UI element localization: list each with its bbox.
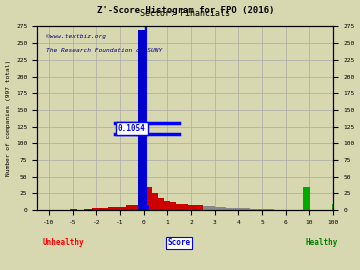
Text: Healthy: Healthy (305, 238, 338, 247)
Text: Sector: Financials: Sector: Financials (140, 9, 230, 18)
Bar (158, 198, 164, 210)
Bar (188, 205, 203, 210)
Bar (126, 205, 138, 210)
Bar (332, 204, 333, 210)
Bar (92, 208, 108, 210)
Bar (164, 201, 170, 210)
Y-axis label: Number of companies (997 total): Number of companies (997 total) (5, 60, 10, 176)
Bar (182, 204, 188, 210)
Bar (70, 209, 77, 210)
Bar (108, 207, 126, 210)
Bar (250, 209, 262, 210)
Bar (262, 209, 274, 210)
Bar (138, 30, 147, 210)
Bar (176, 204, 182, 210)
Bar (226, 208, 238, 210)
Bar (303, 187, 310, 210)
Bar (238, 208, 250, 210)
Bar (170, 202, 176, 210)
Bar (215, 207, 226, 210)
Text: Score: Score (167, 238, 191, 247)
Title: Z'-Score Histogram for FPO (2016): Z'-Score Histogram for FPO (2016) (96, 6, 274, 15)
Bar (153, 194, 158, 210)
Text: ©www.textbiz.org: ©www.textbiz.org (46, 34, 106, 39)
Bar (147, 187, 153, 210)
Text: The Research Foundation of SUNY: The Research Foundation of SUNY (46, 49, 162, 53)
Bar (203, 206, 215, 210)
Bar (85, 209, 92, 210)
Text: 0.1054: 0.1054 (118, 124, 146, 133)
Text: Unhealthy: Unhealthy (42, 238, 84, 247)
